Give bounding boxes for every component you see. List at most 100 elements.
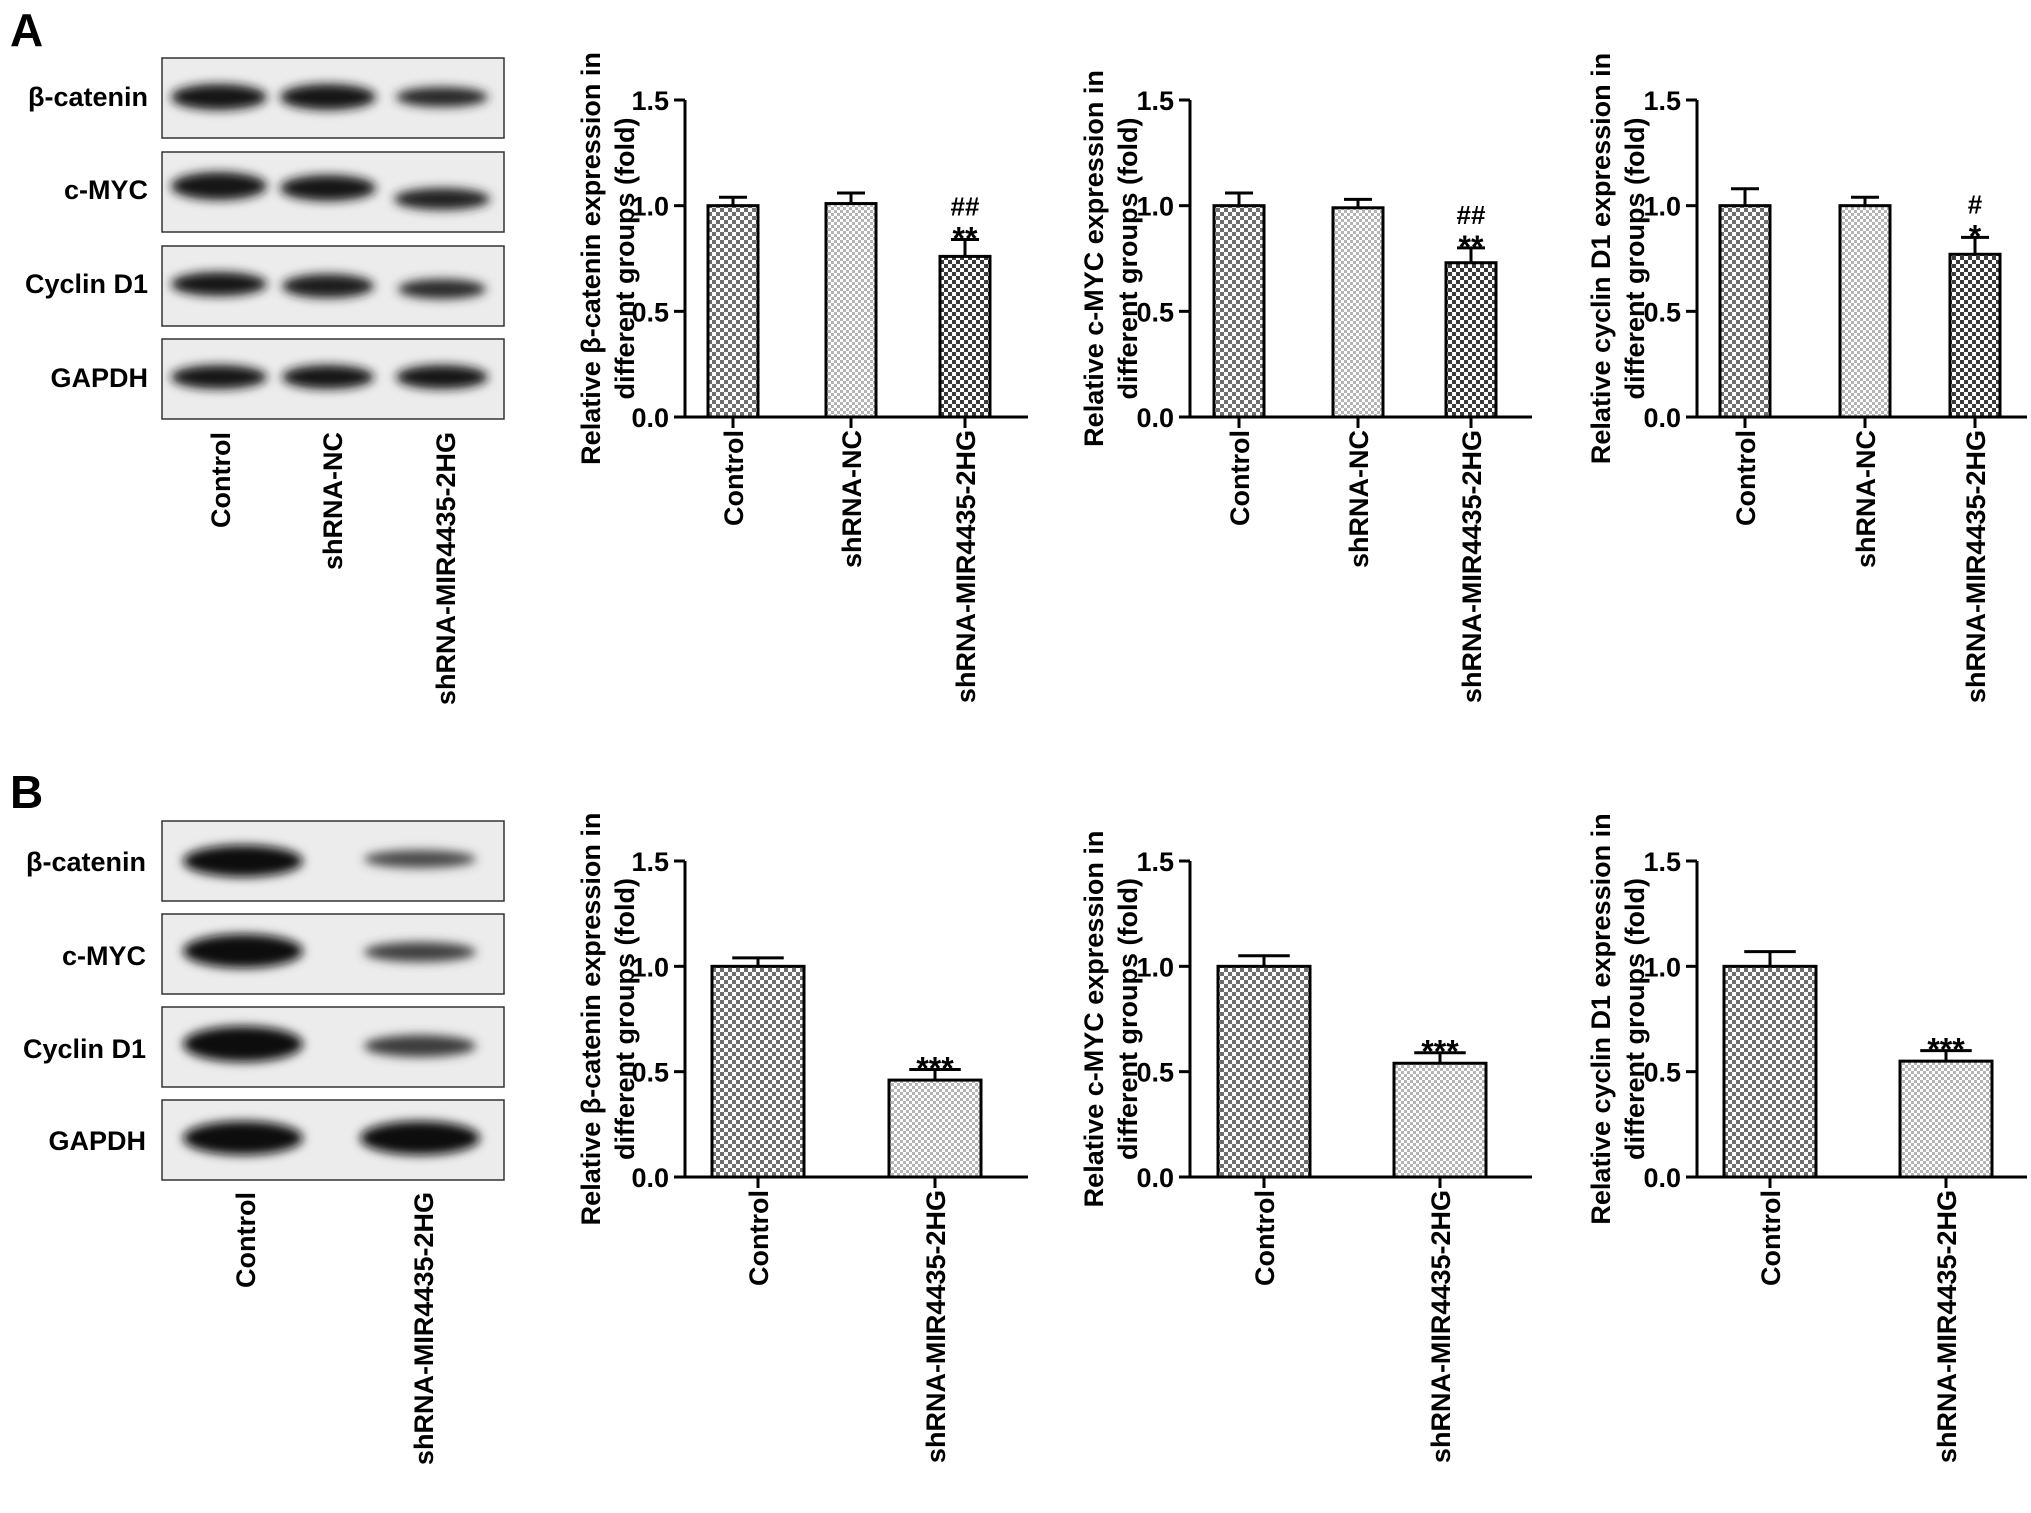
bar: [706, 204, 760, 419]
blot-a: β-catenin c-MYC Cyclin D1 GAPDH Control …: [25, 57, 505, 705]
y-tick-label: 1.0: [1643, 192, 1681, 222]
y-tick-label: 1.5: [1136, 86, 1174, 116]
blot-band: [171, 365, 267, 389]
y-axis-label: Relative cyclin D1 expression in differen…: [1586, 813, 1650, 1224]
blot-row-label: c-MYC: [64, 175, 148, 205]
significance-label: ##: [951, 191, 980, 221]
blot-b: β-catenin c-MYC Cyclin D1 GAPDH Control …: [23, 820, 505, 1465]
blot-band: [280, 175, 376, 201]
blot-band: [282, 365, 374, 389]
y-tick-label: 1.5: [631, 86, 669, 116]
panel-letter-b: B: [10, 766, 43, 818]
category-label: shRNA-MIR4435-2HG: [921, 1190, 951, 1463]
category-label: Control: [1225, 430, 1255, 526]
y-tick-label: 1.0: [1136, 952, 1174, 982]
category-label: shRNA-MIR4435-2HG: [951, 430, 981, 703]
significance-label: **: [1459, 229, 1484, 265]
y-tick-label: 1.0: [631, 192, 669, 222]
y-tick-label: 1.5: [1643, 86, 1681, 116]
bar: [1948, 252, 2002, 419]
y-tick-label: 0.5: [1643, 297, 1681, 327]
bar: [824, 202, 878, 419]
blot-band: [394, 188, 490, 210]
bar: [887, 1078, 983, 1179]
y-tick-label: 0.0: [1643, 403, 1681, 433]
significance-label: **: [953, 220, 978, 256]
blot-row-label: β-catenin: [28, 82, 148, 112]
blot-band: [171, 84, 267, 110]
y-tick-label: 0.0: [1136, 1163, 1174, 1193]
y-tick-label: 0.5: [631, 297, 669, 327]
blot-band: [282, 274, 374, 298]
bar: [1212, 204, 1266, 419]
y-tick-label: 0.5: [1643, 1058, 1681, 1088]
category-label: shRNA-MIR4435-2HG: [1457, 430, 1487, 703]
y-tick-label: 1.0: [1643, 952, 1681, 982]
category-label: shRNA-MIR4435-2HG: [1961, 430, 1991, 703]
y-tick-label: 1.0: [1136, 192, 1174, 222]
y-tick-label: 0.0: [631, 1163, 669, 1193]
significance-label: *: [1969, 218, 1982, 254]
category-label: Control: [1250, 1190, 1280, 1286]
blot-band: [183, 845, 303, 877]
category-label: Control: [1731, 430, 1761, 526]
bar: [1331, 206, 1385, 419]
blot-row-label: Cyclin D1: [25, 269, 148, 299]
blot-band: [171, 172, 267, 200]
panel-letter-a: A: [10, 4, 43, 56]
significance-label: ***: [916, 1051, 954, 1087]
y-tick-label: 1.0: [631, 952, 669, 982]
blot-band: [364, 850, 476, 868]
bar: [1216, 964, 1312, 1179]
blot-lane-label: Control: [231, 1192, 261, 1288]
y-tick-label: 1.5: [631, 847, 669, 877]
category-label: shRNA-NC: [1344, 430, 1374, 568]
y-tick-label: 1.5: [1136, 847, 1174, 877]
blot-row-label: GAPDH: [50, 363, 148, 393]
blot-lane-label: shRNA-MIR4435-2HG: [409, 1192, 439, 1465]
y-axis-label: Relative cyclin D1 expression in differen…: [1586, 53, 1650, 464]
bar: [1898, 1059, 1994, 1179]
blot-band: [396, 365, 488, 389]
blot-row-label: Cyclin D1: [23, 1034, 146, 1064]
y-tick-label: 0.5: [1136, 297, 1174, 327]
blot-band: [396, 87, 488, 107]
blot-lane-label: shRNA-MIR4435-2HG: [431, 432, 461, 705]
blot-band: [183, 1026, 303, 1062]
y-tick-label: 0.0: [1643, 1163, 1681, 1193]
y-axis-label: Relative β-catenin expression in differen…: [576, 52, 640, 465]
category-label: Control: [719, 430, 749, 526]
bar: [1718, 204, 1772, 419]
blot-row-label: β-catenin: [26, 847, 146, 877]
blot-band: [364, 1035, 476, 1057]
category-label: shRNA-NC: [837, 430, 867, 568]
significance-label: ##: [1457, 200, 1486, 230]
y-tick-label: 1.5: [1643, 847, 1681, 877]
blot-band: [364, 942, 476, 962]
bar: [1392, 1061, 1488, 1179]
y-axis-label: Relative β-catenin expression in differen…: [576, 813, 640, 1226]
blot-row-label: c-MYC: [62, 941, 146, 971]
bar: [1444, 261, 1498, 419]
category-label: Control: [1756, 1190, 1786, 1286]
y-axis-label: Relative c-MYC expression in different gr…: [1079, 70, 1143, 447]
category-label: shRNA-MIR4435-2HG: [1426, 1190, 1456, 1463]
y-tick-label: 0.0: [631, 403, 669, 433]
bar: [1838, 204, 1892, 419]
bar: [710, 964, 806, 1179]
blot-lane-label: Control: [206, 432, 236, 528]
blot-row-label: GAPDH: [48, 1126, 146, 1156]
blot-band: [171, 272, 267, 296]
blot-lane-label: shRNA-NC: [318, 432, 348, 570]
y-tick-label: 0.5: [631, 1058, 669, 1088]
blot-band: [360, 1121, 480, 1155]
blot-band: [183, 1121, 303, 1155]
